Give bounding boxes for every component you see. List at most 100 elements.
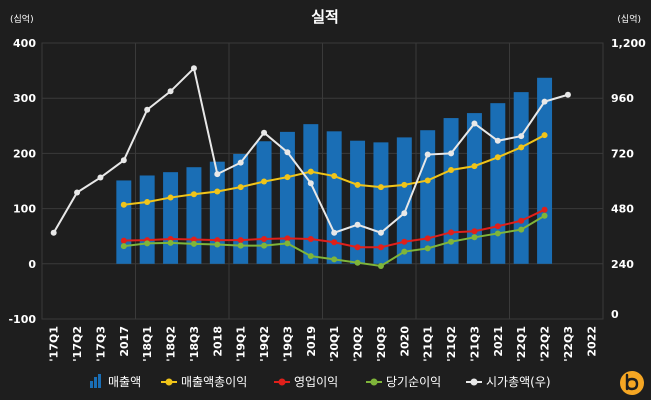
series-point xyxy=(541,212,548,219)
x-tick-label: '21Q1 xyxy=(422,326,435,362)
bar-revenue xyxy=(303,124,319,264)
x-tick-label: 2019 xyxy=(305,326,318,357)
series-point xyxy=(190,236,197,243)
series-point xyxy=(331,173,338,180)
x-tick-label: '22Q2 xyxy=(539,326,552,362)
series-point xyxy=(424,151,431,158)
bar-revenue xyxy=(513,92,529,264)
series-point xyxy=(214,237,221,244)
x-tick-label: '17Q1 xyxy=(48,326,61,362)
series-point xyxy=(448,229,455,236)
grid xyxy=(41,42,604,320)
bar-revenue xyxy=(537,77,553,264)
series-point xyxy=(120,243,127,250)
series-point xyxy=(190,191,197,198)
series-point xyxy=(214,188,221,195)
series-point xyxy=(377,263,384,270)
x-tick-label: '18Q1 xyxy=(141,326,154,362)
left-tick-label: 300 xyxy=(13,92,36,105)
series-point xyxy=(284,174,291,181)
x-tick-label: '19Q3 xyxy=(281,326,294,362)
series-point xyxy=(401,238,408,245)
right-tick-label: 720 xyxy=(611,147,634,160)
bar-revenue xyxy=(139,175,155,264)
series-point xyxy=(377,244,384,251)
x-tick-label: '22Q3 xyxy=(562,326,575,362)
bar-revenue xyxy=(350,140,366,264)
series-point xyxy=(120,157,127,164)
series-point xyxy=(120,237,127,244)
series-point xyxy=(331,256,338,263)
bar-revenue xyxy=(163,172,179,264)
series-point xyxy=(494,230,501,237)
series-point xyxy=(167,194,174,201)
series-point xyxy=(377,184,384,191)
x-tick-label: '21Q3 xyxy=(468,326,481,362)
series-point xyxy=(471,228,478,235)
bar-revenue xyxy=(466,113,482,264)
series-point xyxy=(237,159,244,166)
series-point xyxy=(401,210,408,217)
legend-bar-icon xyxy=(98,374,101,388)
right-axis-ticks: 0 240 480 720 960 1,200 xyxy=(611,37,646,321)
series-point xyxy=(307,235,314,242)
x-tick-label: 2020 xyxy=(398,326,411,357)
series-point xyxy=(237,237,244,244)
series-point xyxy=(541,98,548,105)
x-tick-label: '18Q2 xyxy=(165,326,178,362)
series-point xyxy=(518,226,525,233)
x-tick-label: '20Q2 xyxy=(352,326,365,362)
legend-dot-icon xyxy=(370,378,378,386)
series-point xyxy=(354,181,361,188)
legend: 매출액 매출액총이익 영업이익 당기순이익 시가총액(우) xyxy=(90,374,551,389)
series-point xyxy=(50,229,57,236)
series-point xyxy=(494,223,501,230)
series-point xyxy=(518,133,525,140)
x-tick-label: '21Q2 xyxy=(445,326,458,362)
series-point xyxy=(494,137,501,144)
bar-revenue xyxy=(209,161,225,264)
series-point xyxy=(377,229,384,236)
series-point xyxy=(97,174,104,181)
x-tick-label: '17Q2 xyxy=(71,326,84,362)
series-point xyxy=(448,238,455,245)
legend-dot-icon xyxy=(165,378,173,386)
bar-revenue xyxy=(186,167,202,264)
series-point xyxy=(237,184,244,191)
x-tick-label: 2021 xyxy=(492,326,505,357)
series-point xyxy=(494,154,501,161)
series-point xyxy=(284,240,291,247)
right-tick-label: 960 xyxy=(611,92,634,105)
series-point xyxy=(190,240,197,247)
right-tick-label: 240 xyxy=(611,258,634,271)
series-point xyxy=(307,168,314,175)
x-tick-label: '19Q2 xyxy=(258,326,271,362)
series-point xyxy=(261,129,268,136)
bar-revenue xyxy=(233,153,249,264)
series-point xyxy=(307,253,314,260)
series-point xyxy=(144,240,151,247)
series-point xyxy=(74,189,81,196)
chart-title: 실적 xyxy=(311,8,339,26)
series-point xyxy=(448,150,455,157)
series-point xyxy=(237,242,244,249)
x-tick-label: 2022 xyxy=(585,326,598,357)
right-tick-label: 1,200 xyxy=(611,37,646,50)
series-point xyxy=(541,132,548,139)
bar-revenue xyxy=(396,137,412,264)
x-tick-label: '22Q1 xyxy=(515,326,528,362)
series-point xyxy=(448,166,455,173)
series-point xyxy=(518,144,525,151)
x-axis-ticks: '17Q1 '17Q2 '17Q3 2017 '18Q1 '18Q2 '18Q3 2018 '1… xyxy=(48,326,599,362)
bar-revenue xyxy=(116,180,132,264)
series-point xyxy=(284,235,291,242)
left-axis-ticks: -100 0 100 200 300 400 xyxy=(8,37,36,326)
series-point xyxy=(354,221,361,228)
legend-bar-icon xyxy=(94,377,97,388)
series-point xyxy=(167,239,174,246)
x-tick-label: '17Q3 xyxy=(94,326,107,362)
series-point xyxy=(401,181,408,188)
series-point xyxy=(190,65,197,72)
left-tick-label: 100 xyxy=(13,203,36,216)
